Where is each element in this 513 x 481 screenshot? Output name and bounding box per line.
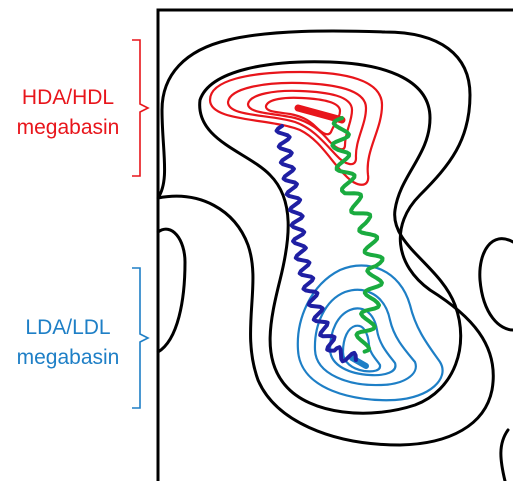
- contour-right-lobe: [478, 237, 513, 332]
- lda-contour-2: [313, 288, 417, 387]
- hda-contour-1: [208, 70, 384, 186]
- contour-outer: [156, 29, 495, 447]
- blue-transformation-path: [274, 124, 358, 364]
- brackets: [132, 39, 150, 409]
- hda-contours: [208, 70, 384, 186]
- hda-label-line1: HDA/HDL: [22, 86, 114, 109]
- lda-contour-4: [341, 324, 382, 373]
- contour-bottom-arc: [499, 428, 510, 481]
- lda-contour-3: [328, 307, 397, 377]
- hda-minimum: [294, 104, 346, 124]
- hda-contour-2: [226, 81, 368, 166]
- lda-label-line2: megabasin: [17, 346, 120, 369]
- green-transformation-path: [330, 116, 385, 354]
- lda-contour-1: [296, 264, 444, 402]
- contour-basin: [198, 60, 463, 415]
- contour-left-tail: [156, 227, 187, 354]
- lda-bracket: [132, 267, 150, 409]
- hda-label-line2: megabasin: [17, 116, 120, 139]
- hda-contour-4: [264, 96, 342, 136]
- lda-label-line1: LDA/LDL: [25, 316, 110, 339]
- hda-bracket: [132, 39, 150, 177]
- diagram-frame: [156, 8, 513, 481]
- hda-contour-3: [246, 89, 354, 151]
- outer-contours: [156, 29, 513, 481]
